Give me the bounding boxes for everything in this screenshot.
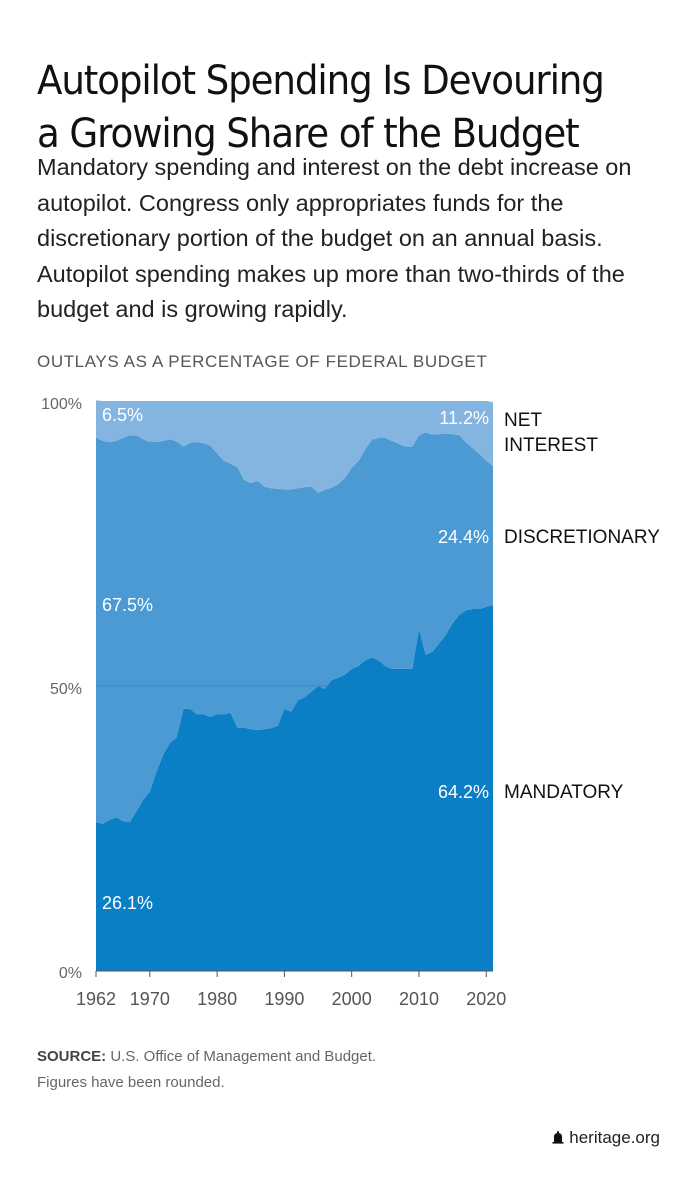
x-tick-label-1980: 1980	[197, 989, 237, 1009]
legend-discretionary: DISCRETIONARY	[504, 527, 660, 548]
chart-title: Autopilot Spending Is Devouring a Growin…	[37, 57, 605, 157]
y-tick-label-0: 0%	[59, 965, 82, 982]
source-note: SOURCE: U.S. Office of Management and Bu…	[37, 1044, 376, 1096]
x-tick-label-1962: 1962	[76, 989, 116, 1009]
x-tick-label-1990: 1990	[264, 989, 304, 1009]
y-axis-caption: OUTLAYS AS A PERCENTAGE OF FEDERAL BUDGE…	[37, 352, 488, 371]
area-net-interest	[96, 400, 493, 493]
x-tick-label-2010: 2010	[399, 989, 439, 1009]
x-tick-label-2020: 2020	[466, 989, 506, 1009]
start-label-discretionary: 67.5%	[102, 595, 153, 615]
brand-name: heritage.org	[569, 1128, 660, 1147]
bell-icon	[552, 1131, 564, 1144]
legend-net-interest-line1: NET	[504, 410, 542, 431]
x-tick-label-2000: 2000	[332, 989, 372, 1009]
brand-mark: heritage.org	[551, 1128, 660, 1148]
start-label-mandatory: 26.1%	[102, 893, 153, 913]
legend-mandatory: MANDATORY	[504, 782, 624, 803]
end-label-mandatory: 64.2%	[438, 782, 489, 802]
source-text: U.S. Office of Management and Budget.	[110, 1048, 377, 1065]
area-mandatory	[96, 605, 493, 971]
end-label-discretionary: 24.4%	[438, 527, 489, 547]
chart-subtitle: Mandatory spending and interest on the d…	[37, 154, 632, 322]
y-tick-label-100: 100%	[41, 396, 82, 413]
end-label-net-interest: 11.2%	[439, 408, 489, 428]
area-discretionary	[96, 432, 493, 824]
rounding-note: Figures have been rounded.	[37, 1074, 225, 1091]
y-tick-label-50: 50%	[50, 681, 82, 698]
x-tick-label-1970: 1970	[130, 989, 170, 1009]
legend-net-interest-line2: INTEREST	[504, 435, 598, 456]
source-label: SOURCE:	[37, 1048, 107, 1065]
start-label-net-interest: 6.5%	[102, 405, 143, 425]
